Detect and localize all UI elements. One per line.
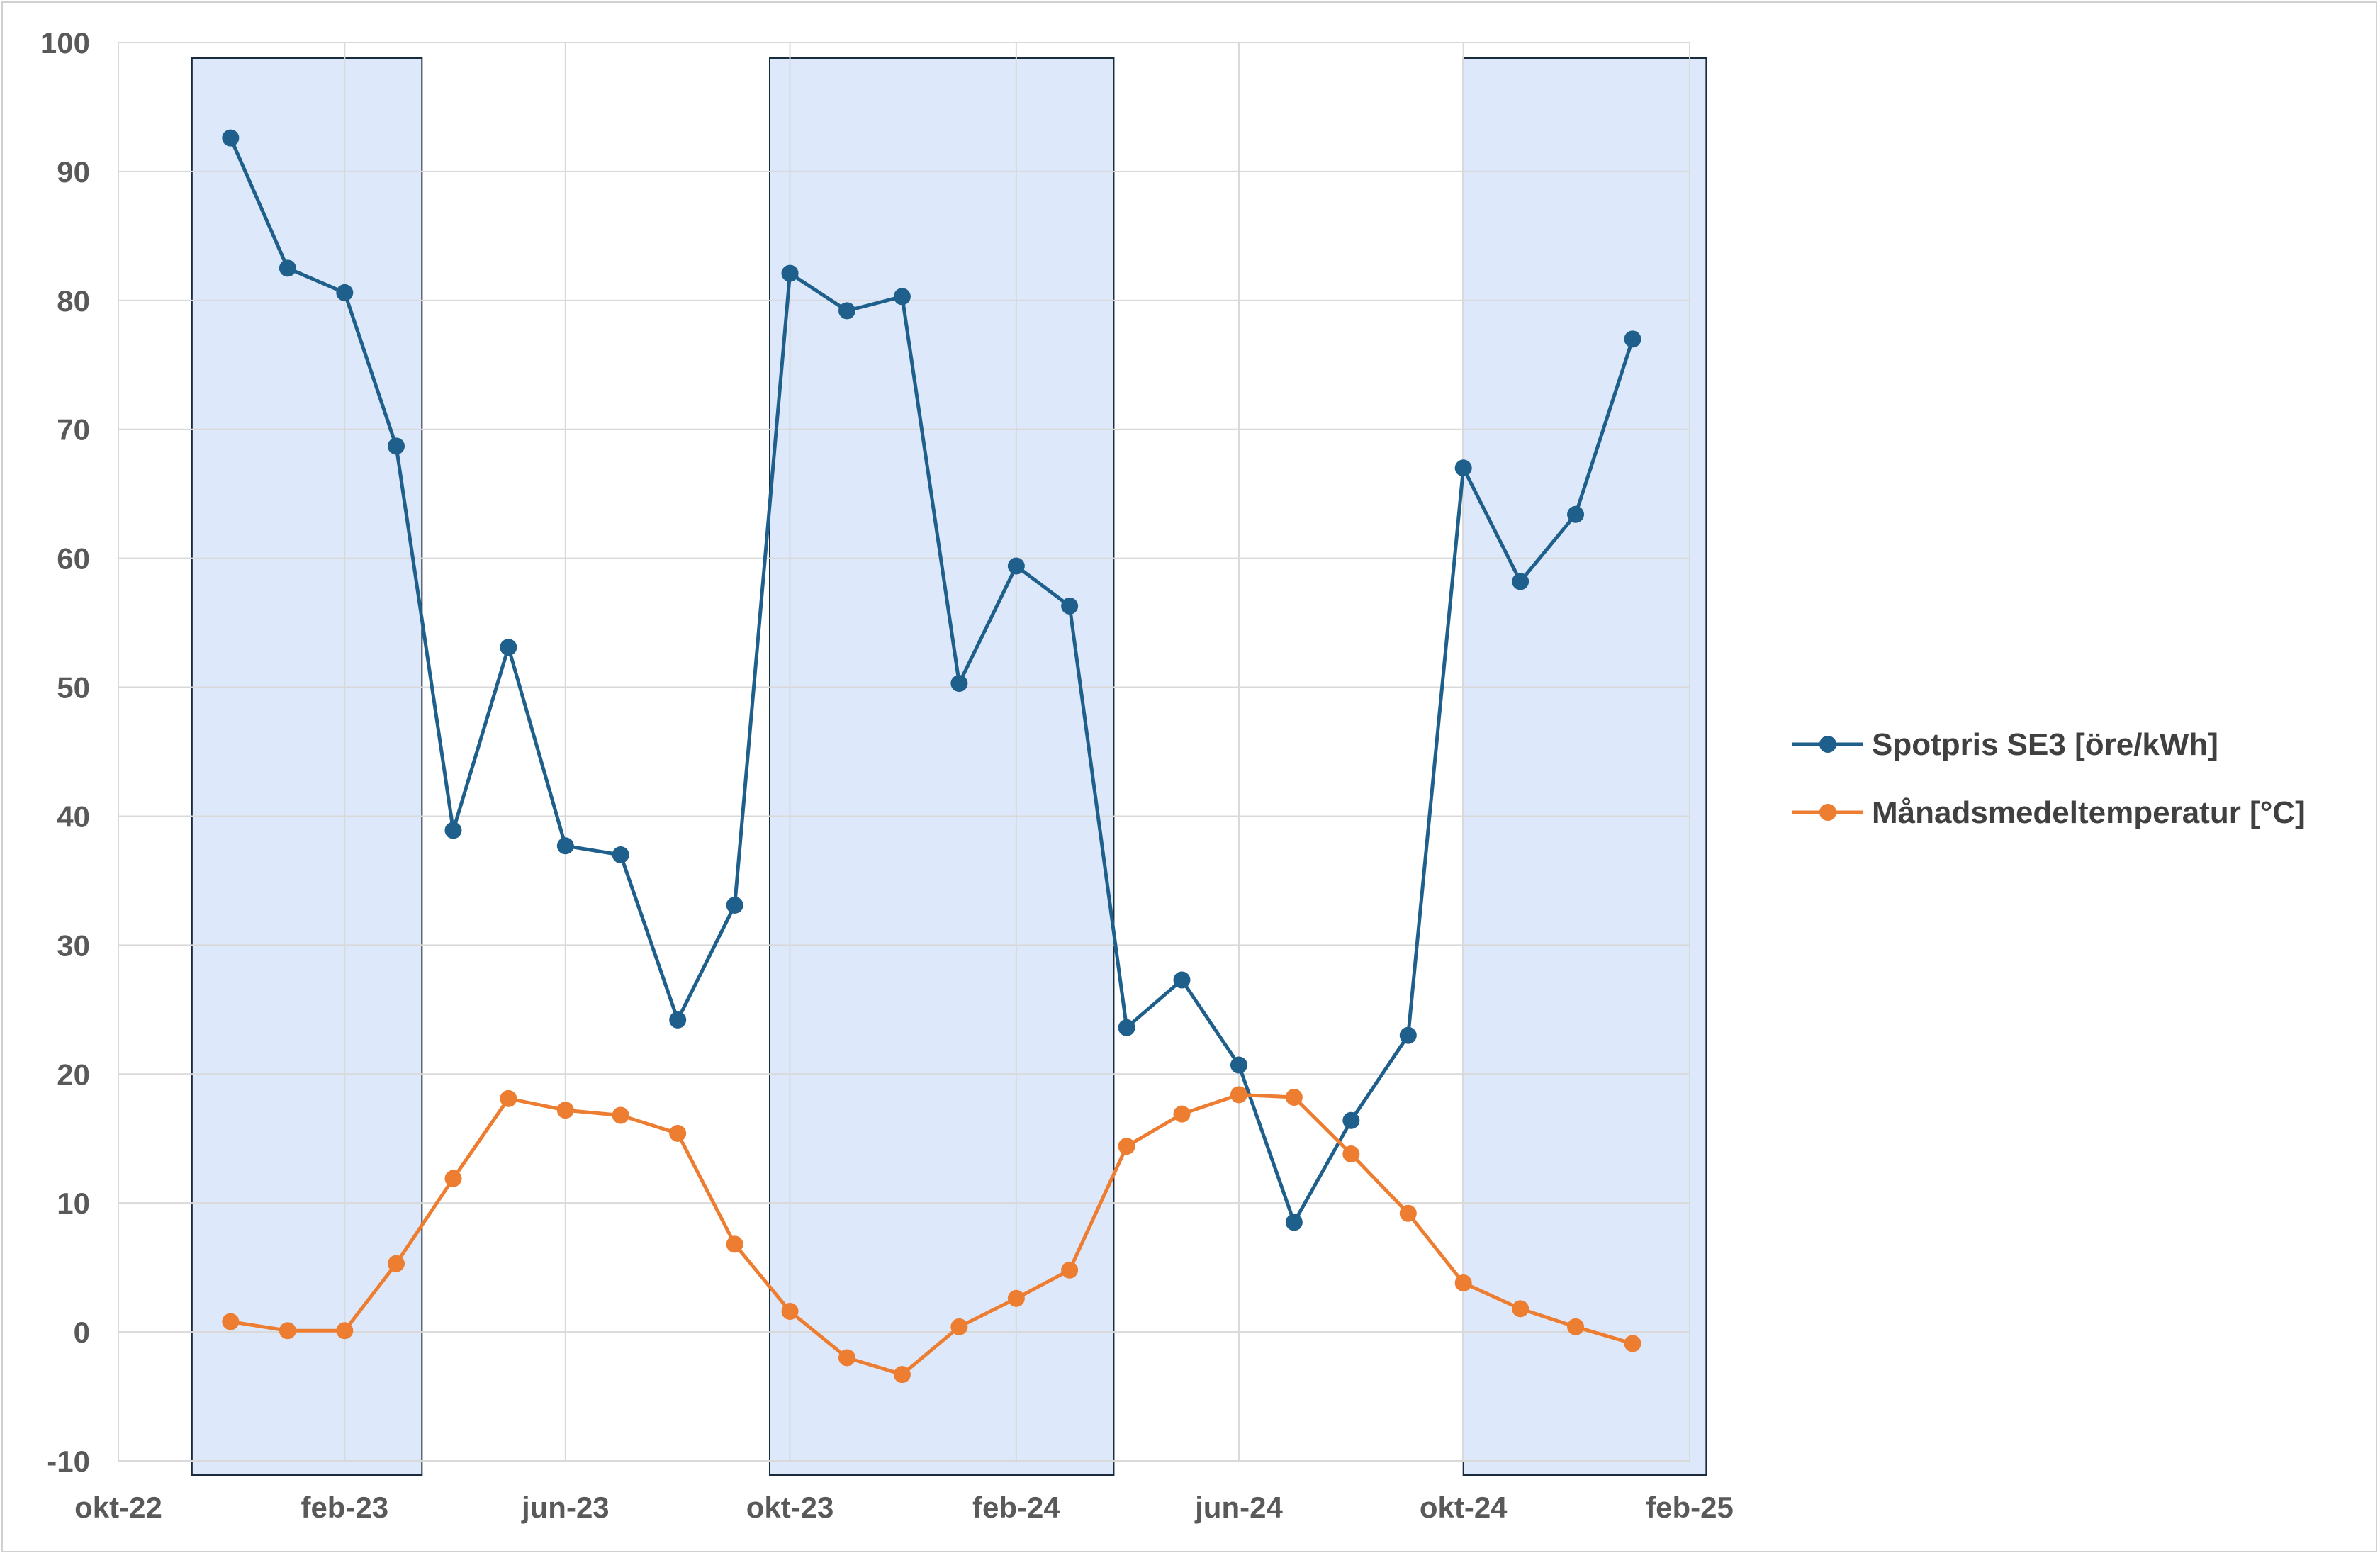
series-2-point <box>222 1313 240 1330</box>
series-2-point <box>893 1366 911 1384</box>
series-1-point <box>1624 330 1641 348</box>
series-1-point <box>781 264 799 282</box>
x-tick-label: okt-22 <box>74 1491 162 1524</box>
series-2-point <box>336 1322 354 1340</box>
y-tick-label: -10 <box>47 1445 90 1478</box>
series-2-point <box>1285 1089 1303 1106</box>
y-tick-label: 90 <box>57 155 90 189</box>
series-2-point <box>1230 1086 1247 1104</box>
highlight-periods <box>191 57 1707 1476</box>
series-2-point <box>612 1106 629 1124</box>
y-tick-label: 50 <box>57 671 90 705</box>
series-line-1 <box>229 137 1634 1224</box>
series-1-point <box>1285 1214 1303 1231</box>
series-1-point <box>1567 505 1585 523</box>
series-2-point <box>279 1322 296 1340</box>
x-tick-label: okt-23 <box>746 1491 834 1524</box>
x-tick-label: okt-24 <box>1420 1491 1508 1524</box>
series-1-point <box>1399 1026 1417 1044</box>
series-2-point <box>1118 1138 1135 1155</box>
series-1-point <box>500 639 517 656</box>
series-2-point <box>950 1318 968 1335</box>
y-tick-label: 100 <box>40 26 90 60</box>
y-tick-label: 60 <box>57 542 90 576</box>
gridlines <box>118 42 1690 1462</box>
y-tick-label: 30 <box>57 929 90 962</box>
series-1-point <box>444 822 462 839</box>
series-2-point <box>1061 1261 1079 1279</box>
y-tick-label: 40 <box>57 800 90 833</box>
series-1-point <box>669 1011 687 1029</box>
series-2-point <box>1512 1300 1529 1318</box>
series-line-2 <box>230 1092 1634 1377</box>
series-2-point <box>444 1170 462 1187</box>
series-2-point <box>1342 1145 1360 1163</box>
series-2-point <box>1399 1204 1417 1222</box>
y-tick-labels: -10 0 10 20 30 40 50 60 70 80 90 100 <box>40 26 90 1478</box>
series-2-point <box>781 1302 799 1320</box>
x-tick-label: feb-25 <box>1646 1491 1734 1524</box>
series-2-point <box>1173 1105 1191 1123</box>
series-1-point <box>387 437 405 455</box>
series-2-point <box>726 1235 743 1253</box>
y-tick-label: 10 <box>57 1187 90 1220</box>
x-tick-label: jun-23 <box>521 1491 610 1524</box>
y-tick-label: 20 <box>57 1058 90 1091</box>
highlight-period-3 <box>1462 57 1707 1476</box>
series-1-point <box>1173 971 1191 989</box>
series-2-point <box>1624 1335 1641 1352</box>
series-1-point <box>1230 1056 1247 1074</box>
series-2-point <box>556 1102 574 1119</box>
legend-marker-1 <box>1819 736 1836 753</box>
series-2-point <box>387 1255 405 1272</box>
series-2-point <box>1007 1289 1025 1307</box>
series-2-point <box>669 1124 687 1142</box>
series-1-point <box>1342 1111 1360 1129</box>
y-tick-label: 80 <box>57 284 90 318</box>
series-1-point <box>838 302 856 320</box>
series-2-point <box>500 1089 517 1107</box>
highlight-period-1 <box>191 57 423 1476</box>
x-tick-label: jun-24 <box>1194 1491 1283 1524</box>
y-tick-label: 70 <box>57 413 90 447</box>
series-1-point <box>222 129 240 147</box>
series-1-point <box>1118 1019 1135 1036</box>
series-2-point <box>1454 1274 1472 1291</box>
legend-marker-2 <box>1819 804 1836 821</box>
series-2-point <box>1567 1318 1585 1335</box>
series-2-point <box>838 1349 856 1367</box>
series-1-point <box>612 846 629 864</box>
series-1-point <box>1007 557 1025 575</box>
series-1-point <box>1512 573 1529 590</box>
series-1-point <box>950 675 968 693</box>
highlight-period-2 <box>768 57 1115 1476</box>
series-1-point <box>279 259 296 277</box>
series-lines <box>222 129 1641 1384</box>
series-1-point <box>1061 597 1079 615</box>
y-tick-label: 0 <box>74 1316 90 1349</box>
series-1-point <box>336 284 354 301</box>
x-tick-label: feb-24 <box>972 1491 1060 1524</box>
line-chart: -10 0 10 20 30 40 50 60 70 80 90 100 okt-22 feb-23 ju… <box>40 26 2306 1524</box>
series-1-point <box>726 896 743 914</box>
series-1-point <box>556 837 574 855</box>
series-1-point <box>893 288 911 306</box>
legend: Spotpris SE3 [öre/kWh] Månadsmedeltempera… <box>1792 727 2306 830</box>
legend-label-2: Månadsmedeltemperatur [°C] <box>1872 795 2306 830</box>
series-1-point <box>1454 459 1472 477</box>
legend-label-1: Spotpris SE3 [öre/kWh] <box>1872 727 2218 762</box>
x-tick-label: feb-23 <box>301 1491 388 1524</box>
x-tick-labels: okt-22 feb-23 jun-23 okt-23 feb-24 jun-24 okt-… <box>74 1491 1734 1524</box>
